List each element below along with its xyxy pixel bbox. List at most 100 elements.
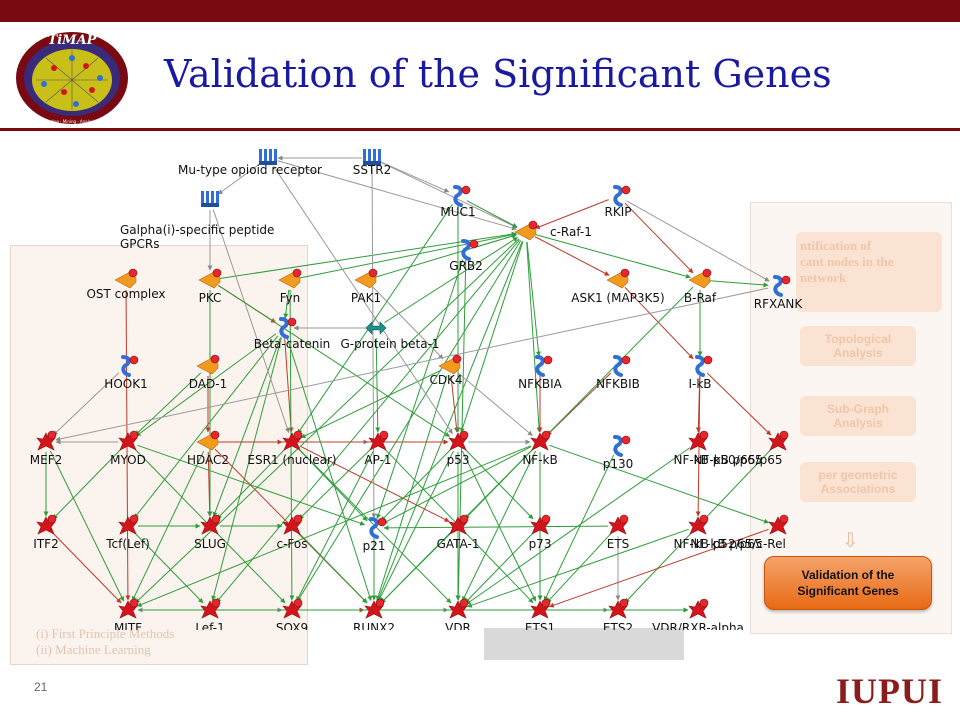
protein-icon [773,275,791,297]
edge-itf2-mitf [52,532,122,604]
node-label: NFKBIA [518,377,563,391]
node-grb2[interactable]: GRB2 [449,239,483,273]
node-p53[interactable]: p53 [447,430,470,467]
node-vdr[interactable]: VDR [445,598,471,630]
node-label: NFKBIB [596,377,640,391]
node-pkc[interactable]: PKC [198,268,222,305]
node-label: OST complex [86,287,165,301]
node-esr1[interactable]: ESR1 (nuclear) [247,430,337,467]
node-cfos[interactable]: c-Fos [277,514,308,551]
node-ask1[interactable]: ASK1 (MAP3K5) [571,268,665,305]
node-p21[interactable]: p21 [363,517,387,553]
edge-craf-nfkb [526,241,542,433]
slide-number: 21 [34,680,48,694]
validation-step-button[interactable]: Validation of the Significant Genes [764,556,932,610]
edge-mef2-mitf [49,450,125,602]
methods-note: (i) First Principle Methods (ii) Machine… [36,626,174,658]
node-dad1[interactable]: DAD-1 [189,354,227,391]
node-nfkbib[interactable]: NFKBIB [596,355,640,391]
node-hook1[interactable]: HOOK1 [104,355,148,391]
node-slug[interactable]: SLUG [194,514,226,551]
node-crel[interactable]: NF-kB p65/c-Rel [690,514,789,551]
edge-bcat-esr1 [284,337,294,433]
edge-ikb-p65 [706,372,772,436]
tf-icon [688,514,709,535]
node-gata1[interactable]: GATA-1 [437,514,480,551]
node-runx2[interactable]: RUNX2 [353,598,395,630]
node-fyn[interactable]: Fyn [278,268,302,305]
tf-icon [530,514,551,535]
node-pak1[interactable]: PAK1 [351,268,381,305]
node-sox9[interactable]: SOX9 [276,598,308,630]
node-label: c-Raf-1 [550,225,592,239]
protein-icon [613,185,631,207]
methods-note-2: (ii) Machine Learning [36,642,151,657]
node-craf[interactable]: c-Raf-1 [514,220,592,241]
node-label: HOOK1 [104,377,147,391]
node-bcat[interactable]: Beta-catenin [254,317,331,351]
edge-pak1-craf [375,233,517,278]
node-myod[interactable]: MYOD [110,430,146,467]
node-mitf[interactable]: MITF [114,598,142,630]
edge-sstr2-muc1 [380,161,450,193]
node-label: NF-kB p65/p65 [693,453,782,467]
node-sstr2[interactable]: SSTR2 [353,149,392,177]
node-itf2[interactable]: ITF2 [33,514,59,551]
node-ets2[interactable]: ETS2 [603,598,633,630]
tf-icon [448,514,469,535]
protein-icon [369,517,387,539]
tf-icon [530,598,551,619]
node-lef1[interactable]: Lef-1 [195,598,225,630]
node-label: MYOD [110,453,146,467]
tf-icon [282,514,303,535]
node-mef2[interactable]: MEF2 [30,430,62,467]
edge-p130-ets1 [543,454,615,602]
kinase-icon [198,268,222,289]
edge-craf-runx2 [377,241,523,602]
node-ets[interactable]: ETS [607,514,630,551]
node-mu[interactable]: Mu-type opioid receptor [178,149,322,177]
node-rfxank[interactable]: RFXANK [754,275,804,311]
node-ets1[interactable]: ETS1 [525,598,555,630]
edge-craf-p53 [460,241,524,433]
edge-braf-rfxank [709,280,769,288]
node-nfkbp50[interactable]: NF-kB p50/p65 [673,430,763,467]
node-label: NF-kB p52/p65 [673,537,762,551]
node-label: G-protein beta-1 [340,337,439,351]
edge-pak1-cdk4 [372,286,444,360]
edge-cdk4-p53 [450,375,459,433]
node-nfkb[interactable]: NF-kB [522,430,558,467]
node-galpha[interactable]: Galpha(i)-specific peptide GPCRs [120,191,274,251]
node-p130[interactable]: p130 [603,435,634,471]
node-tcf[interactable]: Tcf(Lef) [105,514,150,551]
node-ost[interactable]: OST complex [86,268,166,301]
edge-mu-p53 [273,166,453,435]
edge-muc1-craf [466,200,518,228]
node-nfkbia[interactable]: NFKBIA [518,355,563,391]
edge-hook1-mef2 [52,372,120,436]
tf-icon [118,430,139,451]
node-label: CDK4 [429,373,462,387]
node-label: SSTR2 [353,163,392,177]
node-p73[interactable]: p73 [529,514,552,551]
node-gprot[interactable]: G-protein beta-1 [340,321,440,351]
node-braf[interactable]: B-Raf [684,268,717,305]
node-muc1[interactable]: MUC1 [440,185,476,219]
node-hdac2[interactable]: HDAC2 [187,430,229,467]
node-vdrrxr[interactable]: VDR/RXR-alpha [652,598,744,630]
protein-icon [535,355,553,377]
node-ikb[interactable]: I-kB [688,355,713,391]
node-p65[interactable]: NF-kB p65/p65 [693,430,789,467]
protein-icon [461,239,479,261]
node-nfkbp52[interactable]: NF-kB p52/p65 [673,514,763,551]
kinase-icon [514,220,538,241]
node-label: GRB2 [449,259,483,273]
node-ap1[interactable]: AP-1 [364,430,392,467]
gene-network: Mu-type opioid receptor SSTR2 Galpha(i)-sp… [30,149,804,630]
edge-bcat-lef1 [211,337,282,601]
edge-mu-galpha [217,163,261,195]
tf-icon [530,430,551,451]
node-label: GATA-1 [437,537,480,551]
node-cdk4[interactable]: CDK4 [429,354,463,387]
node-rkip[interactable]: RKIP [605,185,632,219]
